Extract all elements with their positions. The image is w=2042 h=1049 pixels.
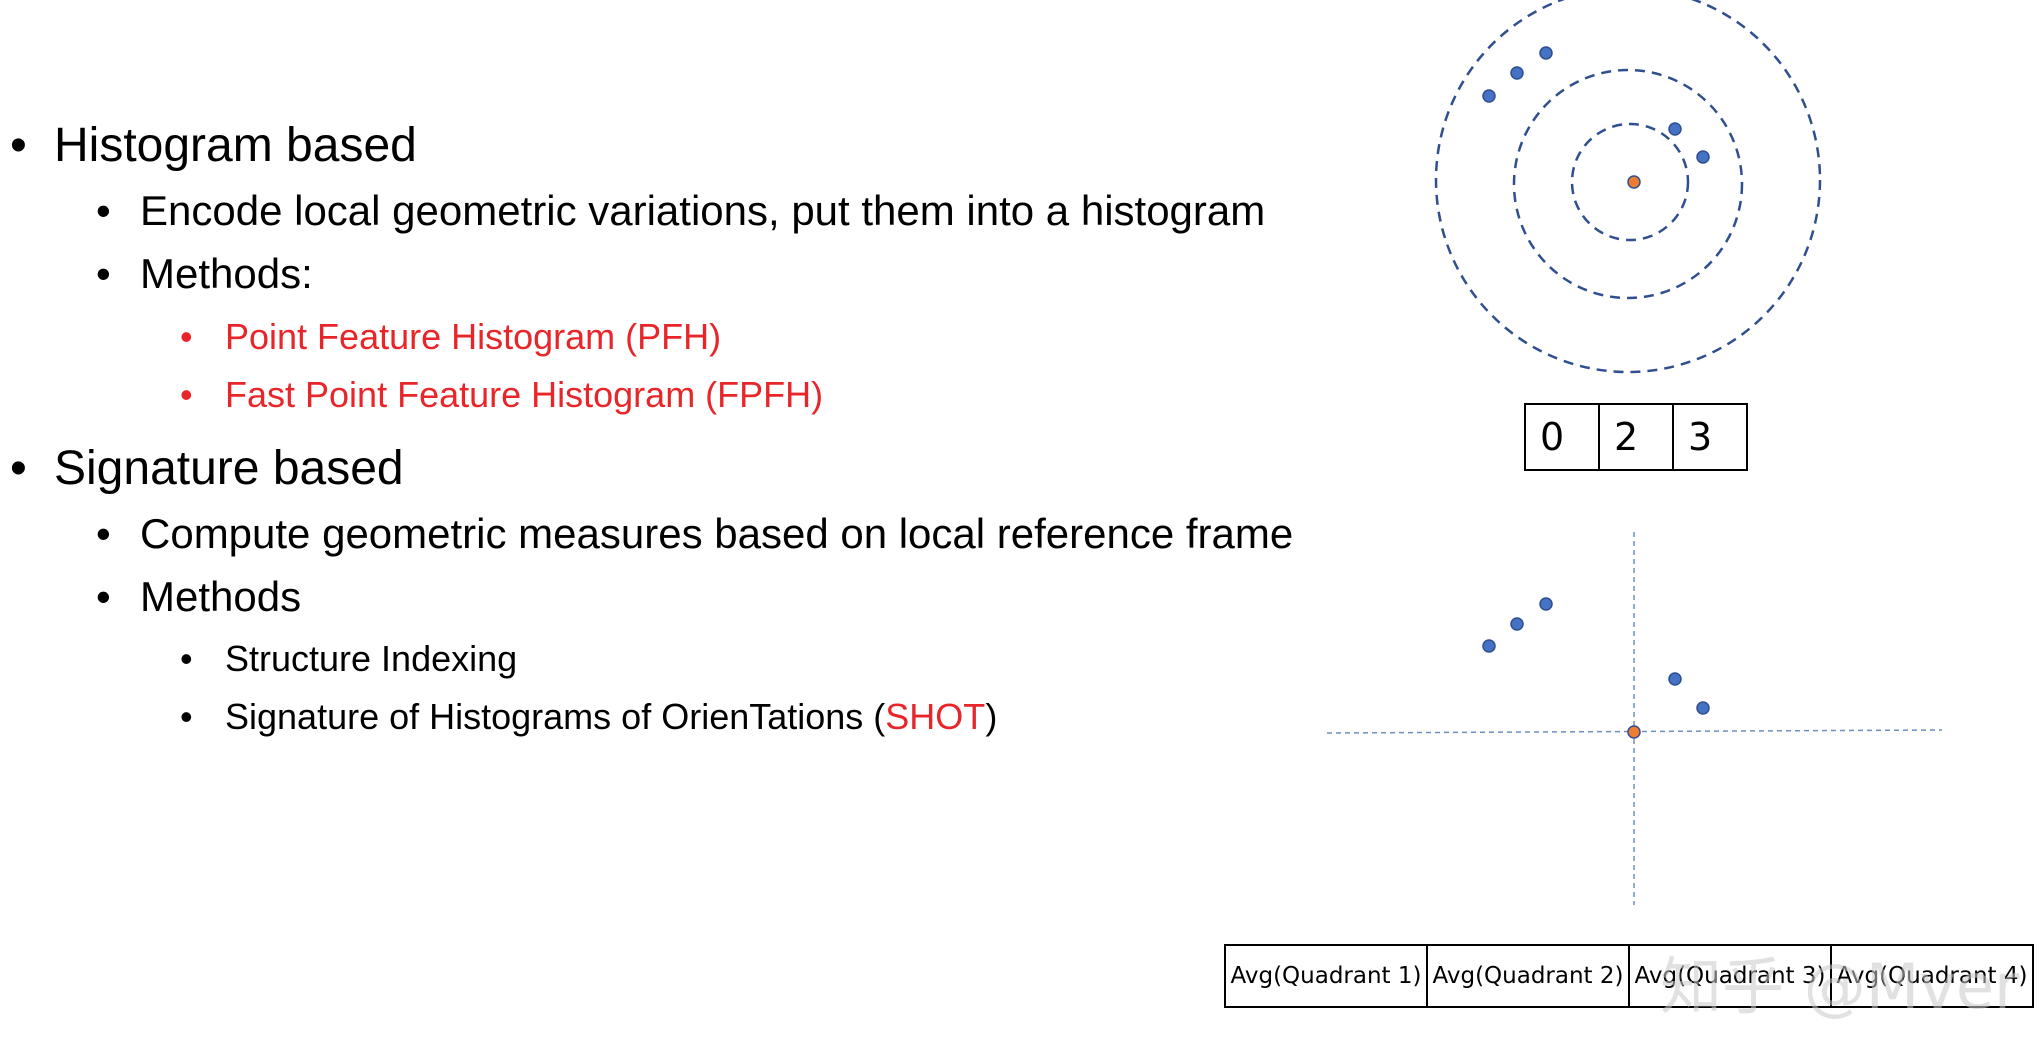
center-point <box>1627 725 1641 739</box>
point <box>1668 672 1682 686</box>
table-row: Avg(Quadrant 1) Avg(Quadrant 2) Avg(Quad… <box>1224 944 2034 1008</box>
quadrant-cell: Avg(Quadrant 1) <box>1224 944 1428 1008</box>
bullet-dot: • <box>10 119 27 172</box>
bullet-dot: • <box>96 510 111 557</box>
bullet-dot: • <box>180 316 193 357</box>
quadrant-cell: Avg(Quadrant 2) <box>1426 944 1630 1008</box>
outer-circle <box>1434 0 1822 374</box>
point <box>1539 46 1553 60</box>
shot-suffix: ) <box>985 696 998 737</box>
point <box>1539 597 1553 611</box>
shot-acronym: SHOT <box>885 696 986 737</box>
bullet-methods-signature: Methods <box>140 573 302 620</box>
bullet-signature-based: Signature based <box>54 442 404 495</box>
bullet-compute: Compute geometric measures based on loca… <box>140 510 1294 557</box>
center-point <box>1627 175 1641 189</box>
bullet-dot: • <box>180 374 193 415</box>
quadrant-axes <box>1326 532 1943 905</box>
histogram-bin: 2 <box>1598 403 1674 471</box>
bullet-histogram-based: Histogram based <box>54 119 417 172</box>
point <box>1510 66 1524 80</box>
point <box>1482 639 1496 653</box>
bullet-dot: • <box>96 250 111 297</box>
histogram-bins-table: 0 2 3 <box>1524 403 1748 471</box>
bullet-list: • Histogram based • Encode local geometr… <box>0 0 1330 800</box>
bullet-dot: • <box>180 696 193 737</box>
bullet-dot: • <box>96 573 111 620</box>
inner-circle <box>1570 122 1690 242</box>
quadrant-cell: Avg(Quadrant 4) <box>1830 944 2034 1008</box>
shot-prefix: Signature of Histograms of OrienTations … <box>225 696 886 737</box>
bullet-pfh: Point Feature Histogram (PFH) <box>225 316 722 357</box>
quadrant-points <box>1482 597 1710 739</box>
bullet-structure-indexing: Structure Indexing <box>225 638 518 679</box>
point <box>1696 701 1710 715</box>
circle-points <box>1482 46 1710 189</box>
point <box>1510 617 1524 631</box>
bullet-dot: • <box>96 187 111 234</box>
quadrant-average-table: Avg(Quadrant 1) Avg(Quadrant 2) Avg(Quad… <box>1224 944 2034 1008</box>
bullet-dot: • <box>180 638 193 679</box>
concentric-circles <box>1434 0 1822 374</box>
bullet-encode: Encode local geometric variations, put t… <box>140 187 1266 234</box>
bullet-fpfh: Fast Point Feature Histogram (FPFH) <box>225 374 824 415</box>
bullet-methods-histogram: Methods: <box>140 250 313 297</box>
histogram-bin: 0 <box>1524 403 1600 471</box>
histogram-bin: 3 <box>1672 403 1748 471</box>
bullet-shot: Signature of Histograms of OrienTations … <box>225 696 997 738</box>
bullet-dot: • <box>10 442 27 495</box>
middle-circle <box>1512 68 1744 300</box>
point <box>1482 89 1496 103</box>
point <box>1668 122 1682 136</box>
point <box>1696 150 1710 164</box>
table-row: 0 2 3 <box>1524 403 1748 471</box>
quadrant-cell: Avg(Quadrant 3) <box>1628 944 1832 1008</box>
